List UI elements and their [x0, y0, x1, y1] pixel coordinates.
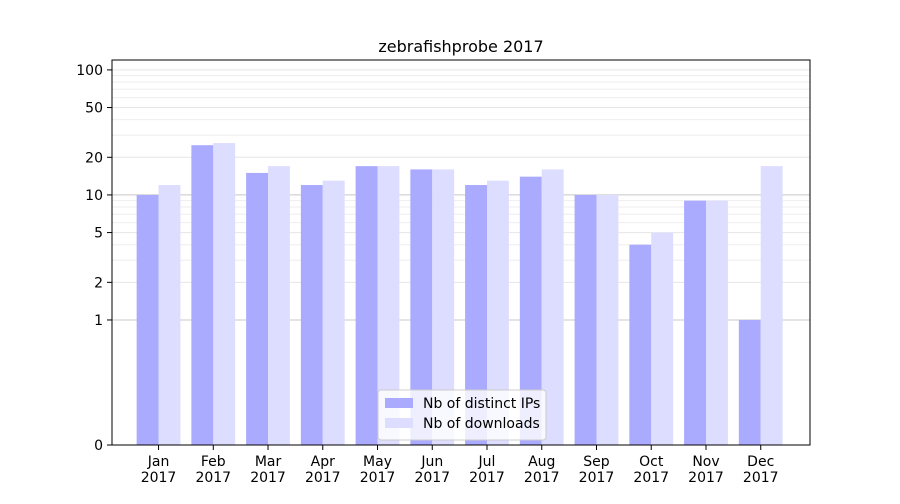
- x-tick-label-month: Feb: [201, 454, 226, 470]
- x-tick-label-month: Dec: [747, 454, 774, 470]
- bar-distinct-ips: [136, 194, 159, 445]
- y-tick-label: 10: [85, 188, 103, 204]
- x-tick-label-year: 2017: [195, 470, 231, 486]
- x-tick-label-year: 2017: [360, 470, 396, 486]
- bar-distinct-ips: [191, 145, 214, 445]
- x-tick-label-year: 2017: [305, 470, 341, 486]
- bar-downloads: [377, 166, 400, 445]
- x-tick-label-year: 2017: [579, 470, 615, 486]
- x-axis: Jan2017Feb2017Mar2017Apr2017May2017Jun20…: [141, 445, 779, 486]
- x-tick-label-month: Jul: [478, 454, 496, 470]
- y-tick-label: 0: [94, 438, 103, 454]
- bar-downloads: [760, 166, 783, 445]
- bar-downloads: [322, 180, 345, 445]
- bar-distinct-ips: [355, 166, 378, 445]
- chart-title: zebrafishprobe 2017: [378, 37, 543, 56]
- y-tick-label: 100: [76, 63, 103, 79]
- x-tick-label-year: 2017: [524, 470, 560, 486]
- bar-distinct-ips: [246, 172, 269, 445]
- x-tick-label-month: Oct: [639, 454, 664, 470]
- bar-downloads: [651, 232, 674, 445]
- bar-distinct-ips: [465, 185, 488, 445]
- y-tick-label: 20: [85, 150, 103, 166]
- bar-downloads: [596, 194, 619, 445]
- x-tick-label-month: Apr: [311, 454, 335, 470]
- x-tick-label-year: 2017: [250, 470, 286, 486]
- y-axis: 0 1 2 5 10 20 50 100: [76, 63, 112, 454]
- bar-distinct-ips: [519, 176, 542, 445]
- x-tick-label-year: 2017: [743, 470, 779, 486]
- bar-downloads: [432, 169, 455, 445]
- legend-swatch: [385, 398, 413, 408]
- bar-distinct-ips: [684, 200, 706, 445]
- legend-box: [377, 389, 547, 441]
- plot-frame: [111, 59, 811, 446]
- x-tick-label-year: 2017: [469, 470, 505, 486]
- bar-distinct-ips: [629, 244, 652, 445]
- legend: Nb of distinct IPs Nb of downloads: [377, 389, 547, 441]
- bar-downloads: [487, 180, 509, 445]
- bar-distinct-ips: [410, 169, 433, 445]
- x-tick-label-month: Aug: [528, 454, 555, 470]
- x-tick-label-month: May: [363, 454, 392, 470]
- bar-downloads: [213, 143, 236, 445]
- y-tick-label: 5: [94, 226, 103, 242]
- x-tick-label-year: 2017: [414, 470, 450, 486]
- x-tick-label-month: Jan: [147, 454, 170, 470]
- bar-layer: [136, 143, 783, 445]
- legend-label: Nb of distinct IPs: [423, 396, 540, 412]
- x-tick-label-year: 2017: [141, 470, 177, 486]
- bar-distinct-ips: [300, 185, 323, 445]
- bar-distinct-ips: [574, 194, 597, 445]
- x-tick-label-year: 2017: [633, 470, 669, 486]
- y-tick-label: 1: [94, 313, 103, 329]
- y-tick-label: 2: [94, 275, 103, 291]
- legend-swatch: [385, 418, 413, 428]
- y-tick-label: 50: [85, 101, 103, 117]
- bar-downloads: [268, 166, 290, 445]
- x-tick-label-month: Nov: [692, 454, 719, 470]
- x-tick-label-year: 2017: [688, 470, 724, 486]
- bar-downloads: [158, 185, 181, 445]
- x-tick-label-month: Sep: [583, 454, 610, 470]
- x-tick-label-month: Mar: [255, 454, 282, 470]
- bar-distinct-ips: [738, 319, 761, 445]
- bar-downloads: [705, 200, 728, 445]
- bar-downloads: [541, 169, 564, 445]
- x-tick-label-month: Jun: [420, 454, 443, 470]
- legend-label: Nb of downloads: [423, 416, 540, 432]
